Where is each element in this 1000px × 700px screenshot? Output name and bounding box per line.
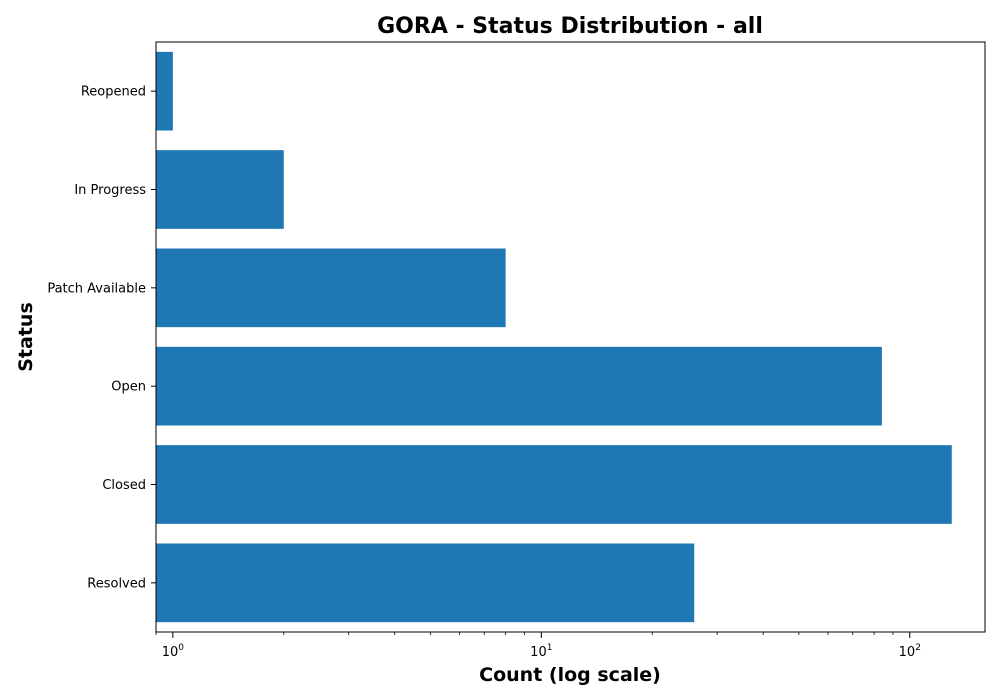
x-tick-exponent: 1 — [547, 643, 553, 653]
y-tick-label: Reopened — [81, 85, 146, 100]
y-axis-label: Status — [15, 302, 37, 372]
bar-open — [156, 346, 882, 426]
y-tick-label: Patch Available — [47, 281, 146, 296]
x-axis-label: Count (log scale) — [479, 664, 661, 686]
y-tick-label: In Progress — [74, 183, 146, 198]
y-tick-label: Resolved — [87, 576, 146, 591]
x-tick-label: 102 — [899, 643, 921, 660]
x-tick-exponent: 2 — [915, 643, 921, 653]
plot-area — [156, 51, 952, 623]
plot-frame — [155, 41, 986, 633]
x-tick-exponent: 0 — [178, 643, 184, 653]
bar-resolved — [156, 543, 695, 623]
y-tick-label: Closed — [102, 478, 146, 493]
x-tick-base: 10 — [162, 645, 179, 660]
y-tick-label: Open — [111, 380, 146, 395]
x-tick-base: 10 — [530, 645, 547, 660]
bar-in-progress — [156, 150, 284, 229]
x-tick-label: 100 — [162, 643, 185, 660]
chart-title: GORA - Status Distribution - all — [377, 14, 763, 39]
bar-reopened — [156, 51, 173, 131]
bar-closed — [156, 445, 952, 524]
x-tick-label: 101 — [530, 643, 552, 660]
y-axis: Resolved Closed Open Patch Available In Prog… — [47, 85, 156, 591]
bar-patch-available — [156, 248, 506, 328]
x-axis: 100 101 102 — [155, 632, 921, 660]
x-tick-base: 10 — [899, 645, 916, 660]
